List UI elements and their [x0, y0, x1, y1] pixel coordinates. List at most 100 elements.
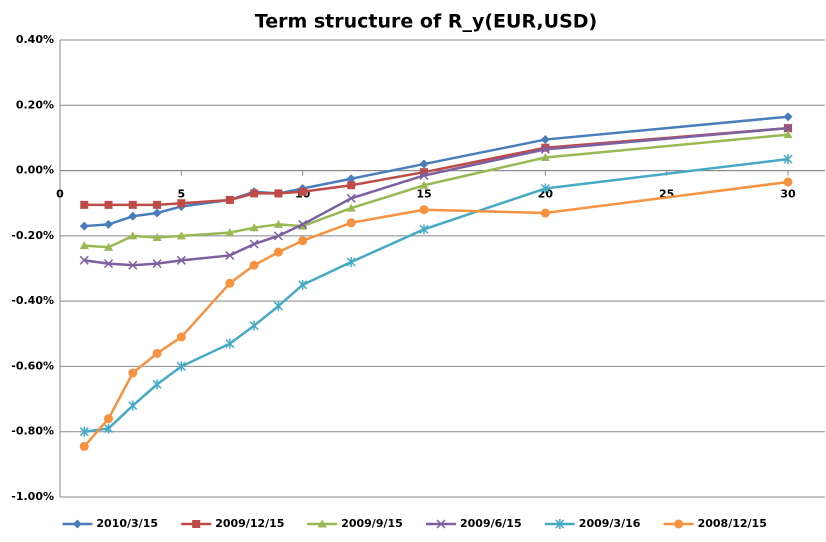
marker: [540, 183, 550, 194]
marker: [420, 168, 428, 177]
x-tick-label: 30: [780, 188, 796, 201]
marker: [346, 218, 356, 228]
marker: [783, 123, 793, 133]
marker: [783, 130, 793, 139]
marker: [104, 242, 114, 251]
marker: [104, 414, 114, 424]
legend-label: 2009/9/15: [341, 517, 403, 530]
marker: [79, 426, 89, 437]
marker: [540, 135, 550, 145]
marker: [225, 228, 235, 237]
marker: [540, 153, 550, 162]
marker: [152, 232, 162, 241]
marker: [104, 200, 113, 209]
y-tick-label: -0.80%: [11, 425, 54, 438]
legend-item: 2008/12/15: [663, 517, 767, 530]
x-tick-label: 5: [178, 188, 186, 201]
marker: [177, 199, 186, 208]
marker: [346, 174, 356, 184]
marker: [128, 368, 138, 378]
marker: [128, 211, 138, 221]
marker: [298, 279, 308, 290]
x-tick-label: 0: [56, 188, 64, 201]
marker: [346, 203, 356, 212]
series: [79, 123, 793, 270]
marker: [783, 177, 793, 187]
marker: [273, 219, 283, 228]
y-tick-label: 0.20%: [16, 98, 54, 111]
marker: [298, 236, 308, 246]
marker: [225, 278, 235, 288]
series-line: [84, 133, 789, 249]
marker: [419, 159, 429, 169]
y-tick-label: -0.20%: [11, 229, 54, 242]
marker: [225, 250, 235, 260]
marker: [176, 332, 186, 342]
marker: [104, 423, 114, 434]
marker: [541, 143, 550, 152]
y-tick-label: 0.40%: [16, 33, 54, 46]
marker: [298, 187, 307, 196]
legend-label: 2009/12/15: [215, 517, 284, 530]
marker: [128, 231, 138, 240]
marker: [152, 259, 162, 269]
marker: [128, 400, 138, 411]
legend-label: 2009/6/15: [460, 517, 522, 530]
legend-label: 2008/12/15: [698, 517, 767, 530]
marker: [674, 519, 684, 529]
chart-title: Term structure of R_y(EUR,USD): [255, 11, 597, 33]
legend-label: 2010/3/15: [96, 517, 158, 530]
marker: [152, 379, 162, 390]
marker: [152, 208, 162, 218]
marker: [346, 193, 356, 203]
marker: [176, 231, 186, 240]
marker: [436, 519, 446, 529]
marker: [347, 181, 356, 190]
marker: [249, 239, 259, 249]
legend-item: 2009/6/15: [426, 517, 522, 530]
marker: [540, 144, 550, 154]
marker: [79, 241, 89, 250]
marker: [104, 259, 114, 269]
legend-label: 2009/3/16: [579, 517, 641, 530]
marker: [540, 208, 550, 218]
marker: [274, 189, 283, 198]
marker: [298, 219, 308, 229]
x-tick-label: 15: [416, 188, 431, 201]
y-tick-label: 0.00%: [16, 164, 54, 177]
marker: [225, 338, 235, 349]
marker: [783, 112, 793, 122]
marker: [152, 348, 162, 358]
series: [79, 177, 793, 451]
marker: [176, 255, 186, 265]
legend-item: 2009/9/15: [307, 517, 403, 530]
marker: [225, 195, 234, 204]
marker: [128, 260, 138, 270]
y-tick-label: -1.00%: [11, 490, 54, 503]
y-tick-label: -0.60%: [11, 359, 54, 372]
marker: [176, 361, 186, 372]
marker: [783, 154, 793, 165]
marker: [273, 301, 283, 312]
marker: [104, 219, 114, 229]
marker: [419, 170, 429, 180]
series: [79, 154, 793, 437]
y-tick-label: -0.40%: [11, 294, 54, 307]
marker: [80, 200, 89, 209]
marker: [79, 441, 89, 451]
marker: [249, 320, 259, 331]
marker: [273, 247, 283, 257]
series-line: [84, 126, 789, 207]
marker: [79, 221, 89, 231]
marker: [153, 200, 162, 209]
marker: [79, 255, 89, 265]
marker: [128, 200, 137, 209]
marker: [419, 205, 429, 215]
series-line: [83, 180, 789, 448]
marker: [419, 180, 429, 189]
series: [80, 124, 792, 209]
marker: [555, 519, 565, 529]
marker: [317, 519, 327, 528]
marker: [346, 256, 356, 267]
